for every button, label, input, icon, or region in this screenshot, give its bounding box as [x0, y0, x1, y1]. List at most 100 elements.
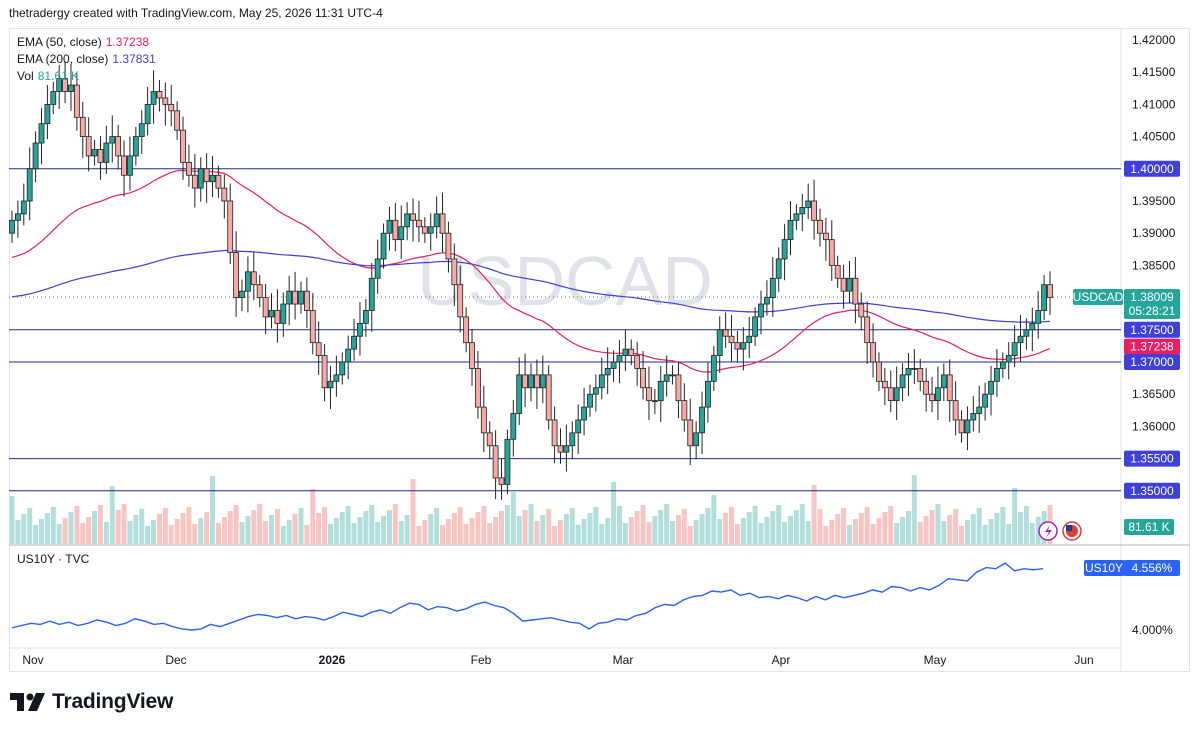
candle-body[interactable] [286, 290, 293, 305]
candle-body[interactable] [746, 335, 753, 344]
candle-body[interactable] [822, 232, 829, 241]
candle-body[interactable] [976, 406, 983, 414]
candle-body[interactable] [1041, 284, 1048, 311]
candle-body[interactable] [121, 155, 127, 176]
candle-body[interactable] [569, 432, 576, 447]
candle-body[interactable] [587, 393, 593, 408]
candle-body[interactable] [581, 406, 587, 421]
candle-body[interactable] [787, 219, 794, 241]
candle-body[interactable] [309, 310, 316, 344]
candle-body[interactable] [516, 374, 523, 414]
candle-body[interactable] [935, 387, 941, 402]
candle-body[interactable] [551, 419, 558, 447]
candle-body[interactable] [510, 413, 517, 440]
candle-body[interactable] [392, 219, 399, 241]
candle-body[interactable] [982, 393, 989, 408]
us10y-legend[interactable]: US10Y · TVC [17, 552, 90, 566]
candle-body[interactable] [97, 149, 104, 163]
candle-body[interactable] [351, 335, 357, 350]
candle-body[interactable] [893, 387, 900, 402]
candle-body[interactable] [203, 168, 210, 183]
candle-body[interactable] [828, 239, 835, 266]
lightning-icon[interactable] [1045, 525, 1052, 538]
candle-body[interactable] [999, 361, 1006, 369]
candle-body[interactable] [852, 277, 859, 305]
candle-body[interactable] [858, 303, 865, 318]
candle-body[interactable] [174, 110, 181, 131]
candle-body[interactable] [62, 78, 68, 92]
candle-body[interactable] [769, 277, 776, 298]
candle-body[interactable] [327, 380, 334, 389]
candle-body[interactable] [899, 374, 906, 389]
candle-body[interactable] [492, 445, 499, 479]
candle-body[interactable] [988, 380, 994, 395]
candle-body[interactable] [1047, 284, 1053, 299]
ema50-line[interactable] [11, 169, 1051, 373]
candle-body[interactable] [781, 239, 788, 260]
candle-body[interactable] [209, 174, 216, 183]
candle-body[interactable] [127, 155, 133, 176]
candle-body[interactable] [905, 368, 912, 376]
candle-body[interactable] [834, 264, 841, 279]
candle-body[interactable] [38, 123, 45, 144]
candle-body[interactable] [404, 213, 411, 228]
candle-body[interactable] [598, 374, 605, 389]
candle-body[interactable] [539, 374, 546, 389]
candle-body[interactable] [463, 316, 470, 344]
candle-body[interactable] [716, 329, 723, 356]
candle-body[interactable] [681, 400, 688, 421]
candle-body[interactable] [56, 78, 63, 92]
candle-body[interactable] [150, 91, 157, 105]
candle-body[interactable] [705, 380, 711, 408]
legend-ema200[interactable]: EMA (200, close) 1.37831 [17, 52, 156, 66]
legend-ema50[interactable]: EMA (50, close) 1.37238 [17, 35, 150, 49]
candle-body[interactable] [557, 445, 564, 453]
candle-body[interactable] [1011, 342, 1018, 356]
candle-body[interactable] [109, 136, 116, 144]
candle-body[interactable] [386, 219, 393, 234]
candle-body[interactable] [693, 432, 700, 447]
candle-body[interactable] [775, 258, 782, 279]
candle-body[interactable] [421, 226, 428, 234]
candle-body[interactable] [475, 368, 481, 408]
candle-body[interactable] [186, 161, 192, 176]
candle-body[interactable] [268, 310, 275, 318]
candle-body[interactable] [964, 419, 971, 434]
candle-body[interactable] [669, 374, 676, 377]
candle-body[interactable] [357, 322, 363, 337]
candle-body[interactable] [911, 368, 918, 370]
candle-body[interactable] [256, 284, 263, 299]
candle-body[interactable] [298, 290, 304, 305]
candle-body[interactable] [622, 348, 629, 356]
candle-body[interactable] [870, 342, 876, 363]
candle-body[interactable] [846, 277, 853, 292]
candle-body[interactable] [416, 219, 422, 228]
candle-body[interactable] [91, 149, 98, 157]
candle-body[interactable] [339, 361, 346, 376]
candle-body[interactable] [876, 361, 882, 382]
candle-body[interactable] [722, 329, 729, 337]
candle-body[interactable] [280, 303, 287, 324]
candle-body[interactable] [115, 136, 122, 157]
candle-body[interactable] [917, 368, 924, 382]
ema200-line[interactable] [11, 249, 1051, 323]
candle-body[interactable] [592, 387, 599, 395]
candle-body[interactable] [663, 374, 670, 382]
candle-body[interactable] [227, 200, 234, 253]
candle-body[interactable] [427, 226, 434, 234]
candle-body[interactable] [728, 335, 735, 344]
candle-body[interactable] [675, 374, 682, 402]
candle-body[interactable] [994, 368, 1000, 382]
candle-body[interactable] [79, 116, 86, 137]
candle-body[interactable] [368, 277, 375, 311]
candle-body[interactable] [138, 123, 145, 138]
candle-body[interactable] [817, 219, 823, 234]
candle-body[interactable] [85, 136, 92, 157]
candle-body[interactable] [628, 348, 635, 356]
candle-body[interactable] [958, 419, 965, 434]
candle-body[interactable] [923, 380, 930, 395]
candle-body[interactable] [197, 168, 204, 189]
candle-body[interactable] [946, 374, 953, 402]
candle-body[interactable] [929, 393, 935, 402]
candle-body[interactable] [563, 445, 570, 453]
